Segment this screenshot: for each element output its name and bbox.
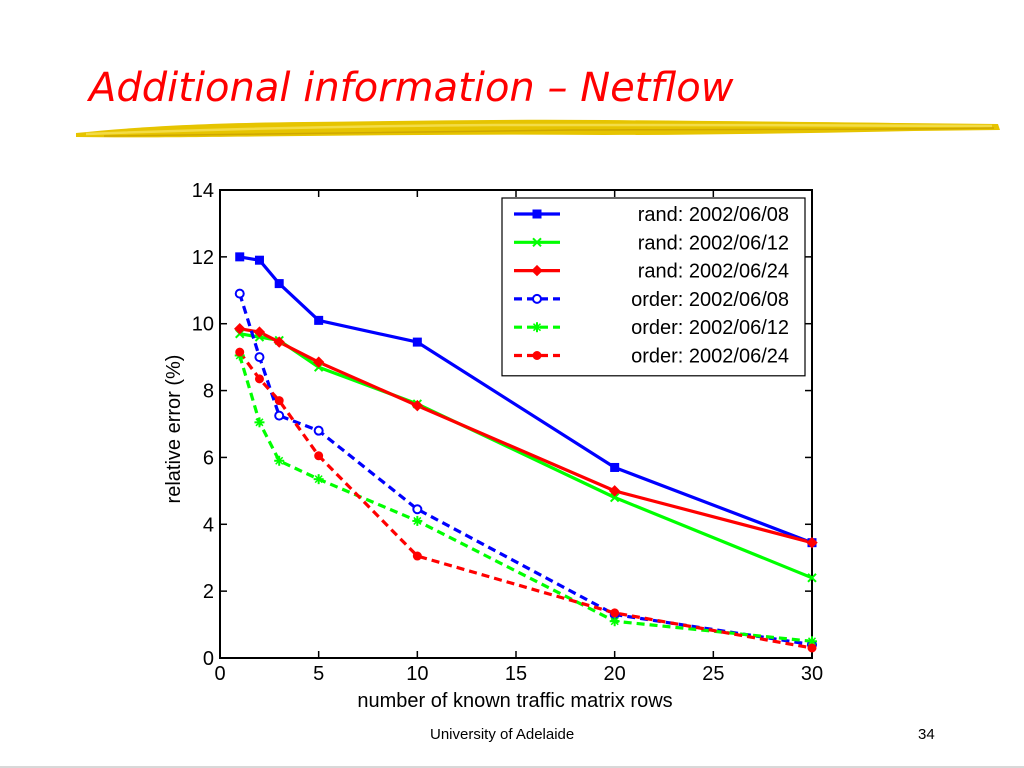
page-number: 34 (918, 726, 935, 743)
y-tick-label: 10 (192, 314, 214, 336)
data-point (312, 356, 325, 368)
data-point (610, 462, 620, 472)
data-point (314, 315, 324, 325)
legend-item: order: 2002/06/24 (514, 346, 789, 368)
title-underline-brushstroke (76, 119, 1000, 138)
legend-item: order: 2002/06/08 (514, 289, 789, 311)
legend-label: order: 2002/06/24 (631, 346, 789, 368)
data-point (234, 288, 245, 299)
line-chart: 0 5 10 15 20 25 30 0 2 4 6 8 10 12 14 number of known … (163, 180, 823, 712)
x-tick-label: 20 (604, 663, 626, 685)
legend: rand: 2002/06/08 rand: 2002/06/12 rand: 20… (501, 197, 806, 377)
data-point (608, 485, 621, 497)
y-tick-label: 14 (192, 180, 214, 202)
x-axis-label: number of known traffic matrix rows (357, 690, 672, 712)
data-point (274, 410, 285, 421)
data-point (807, 643, 817, 653)
legend-marker (532, 209, 542, 219)
legend-label: order: 2002/06/12 (631, 317, 789, 339)
series-markers (234, 252, 818, 653)
data-point (609, 492, 620, 503)
x-tick-label: 15 (505, 663, 527, 685)
legend-item: rand: 2002/06/24 (514, 261, 789, 283)
data-point (254, 417, 265, 428)
x-tick-label: 30 (801, 663, 823, 685)
bottom-rule (0, 766, 1024, 768)
x-tick-label: 25 (702, 663, 724, 685)
legend-marker (531, 264, 543, 277)
data-point (274, 279, 284, 289)
legend-item: order: 2002/06/12 (514, 317, 789, 339)
data-point (254, 374, 264, 384)
data-point (412, 504, 423, 515)
y-tick-label: 4 (203, 514, 214, 536)
x-tick-label: 10 (406, 663, 428, 685)
data-point (254, 255, 264, 265)
legend-item: rand: 2002/06/08 (514, 204, 789, 226)
data-point (314, 451, 324, 461)
data-point (313, 474, 324, 485)
legend-marker (532, 322, 542, 333)
data-point (235, 347, 245, 357)
data-point (313, 425, 324, 436)
legend-label: rand: 2002/06/08 (638, 204, 789, 226)
legend-label: rand: 2002/06/12 (638, 232, 789, 254)
data-point (609, 616, 620, 627)
data-point (273, 336, 285, 348)
legend-label: order: 2002/06/08 (631, 289, 789, 311)
legend-item: rand: 2002/06/12 (514, 232, 789, 254)
y-tick-label: 6 (203, 447, 214, 469)
y-tick-label: 8 (203, 381, 214, 403)
y-axis-label: relative error (%) (163, 355, 185, 504)
data-point (254, 352, 265, 363)
legend-box (501, 197, 806, 377)
y-tick-label: 2 (203, 581, 214, 603)
data-point (807, 573, 817, 583)
legend-marker (532, 237, 542, 248)
data-point (235, 252, 245, 262)
x-tick-label: 0 (214, 663, 225, 685)
data-point (253, 326, 266, 338)
data-point (806, 536, 818, 549)
axis-ticks: 0 5 10 15 20 25 30 0 2 4 6 8 10 12 14 (192, 180, 823, 685)
x-tick-label: 5 (313, 663, 324, 685)
data-point (412, 551, 422, 561)
y-tick-label: 0 (203, 648, 214, 670)
data-point (610, 608, 620, 618)
data-point (411, 399, 424, 412)
data-point (234, 323, 246, 335)
footer-text: University of Adelaide (430, 726, 575, 743)
legend-marker (532, 293, 542, 304)
data-point (807, 636, 817, 647)
data-point (412, 337, 422, 347)
legend-label: rand: 2002/06/24 (638, 261, 789, 283)
data-point (274, 396, 284, 406)
data-point (412, 515, 423, 526)
data-point (274, 455, 285, 466)
legend-marker (532, 351, 542, 360)
slide-title: Additional information – Netflow (89, 65, 734, 111)
y-tick-label: 12 (192, 247, 214, 269)
